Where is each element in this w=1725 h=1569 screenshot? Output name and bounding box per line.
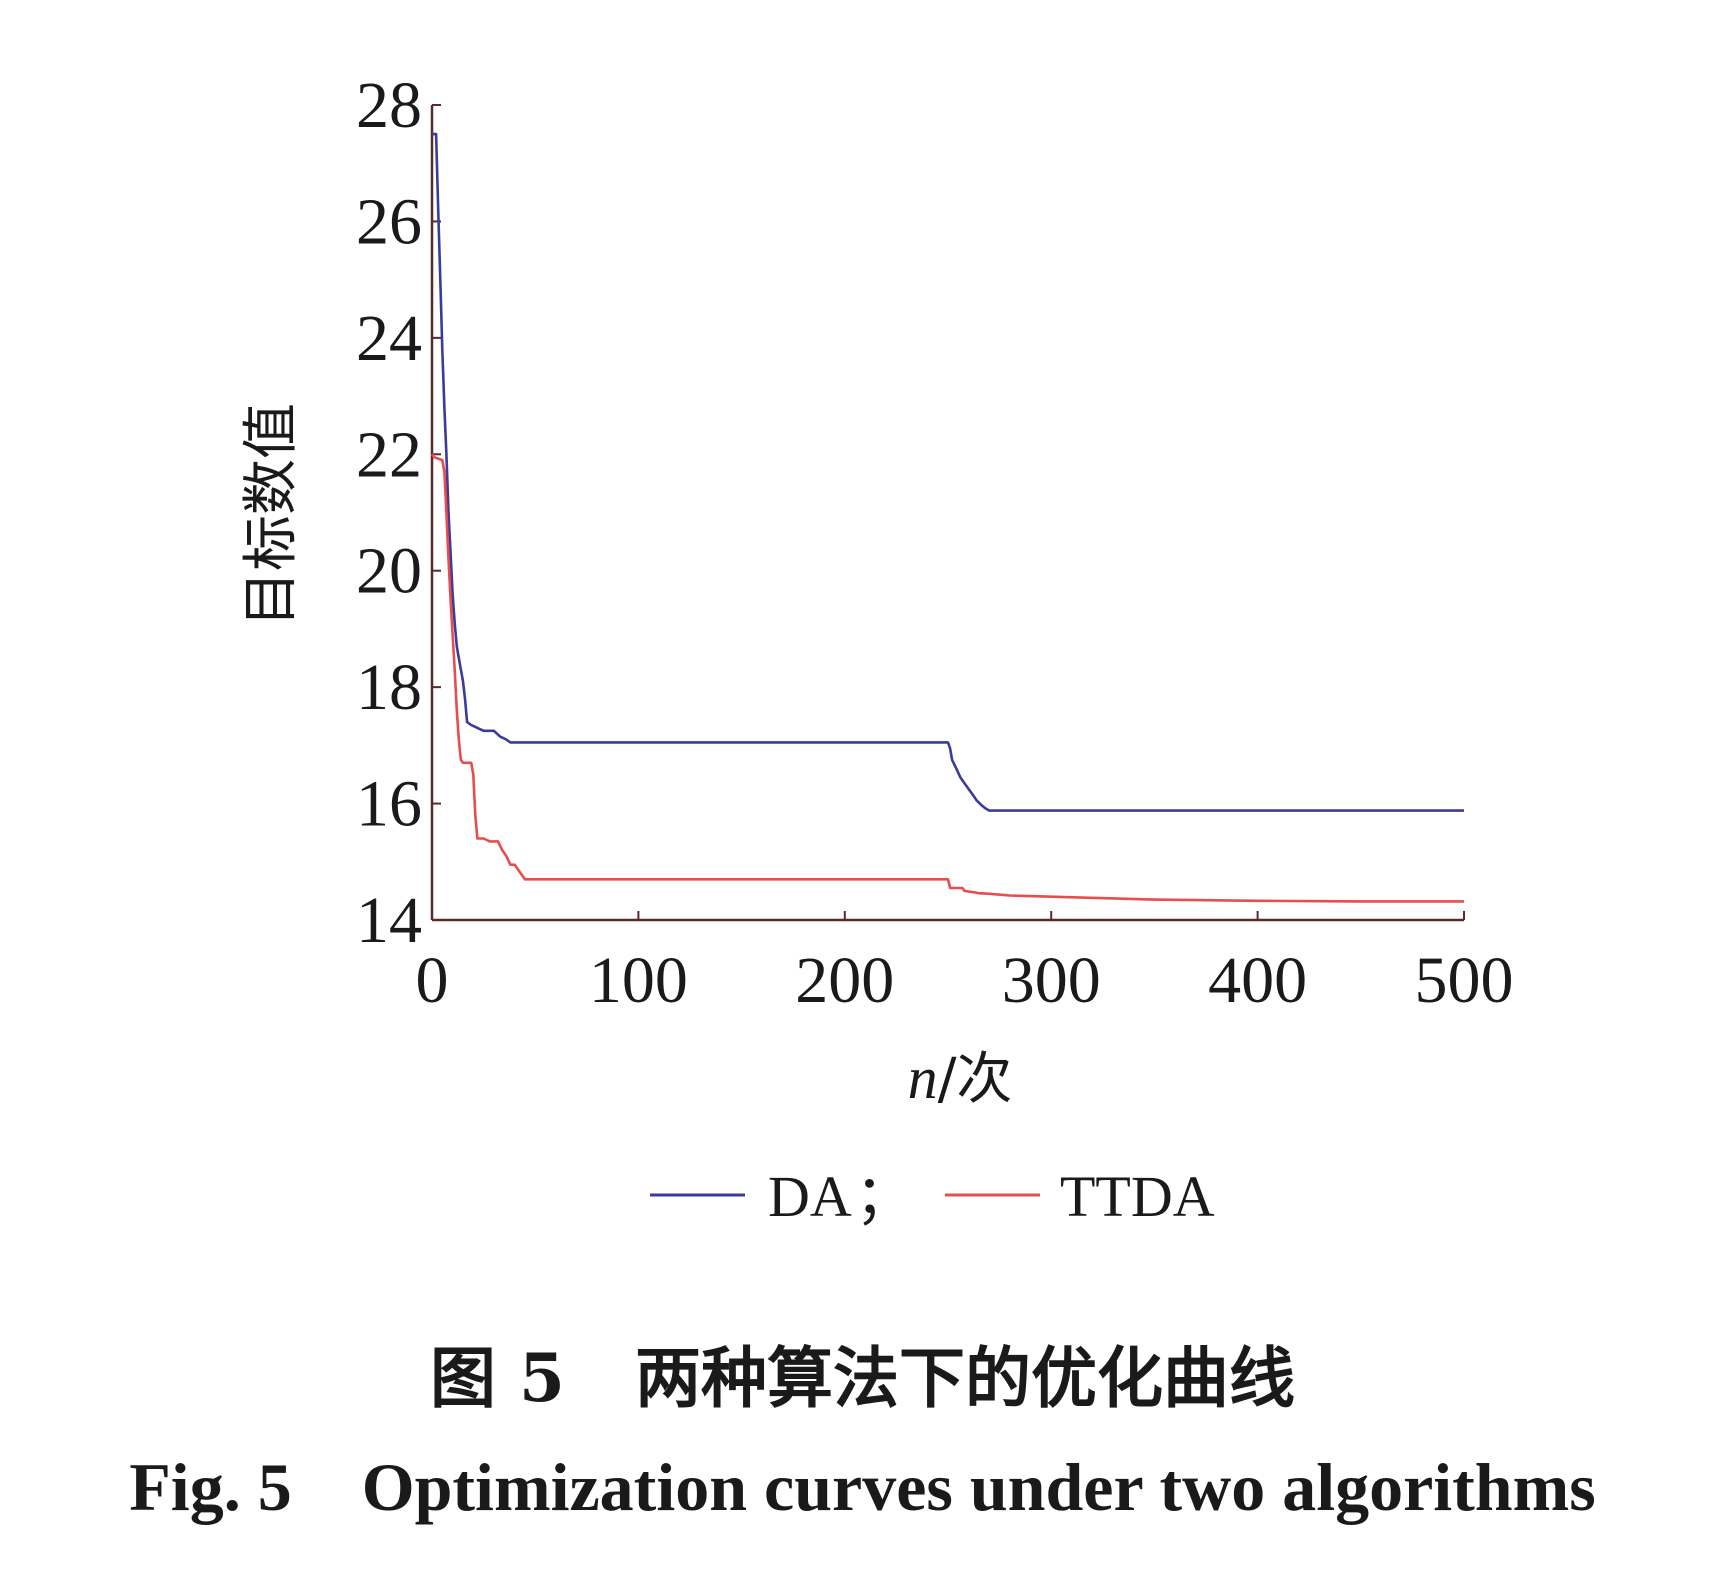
x-axis-label-variable: n — [908, 1045, 938, 1111]
legend: DA ； TTDA — [650, 1164, 1215, 1229]
x-axis-label: n/次 — [908, 1045, 1013, 1112]
y-tick-label: 16 — [356, 768, 422, 841]
caption-chinese-label: 图 5 — [430, 1339, 565, 1417]
legend-label-da: DA — [768, 1164, 852, 1229]
y-axis-label: 目标数值 — [239, 403, 304, 627]
series-line-da — [432, 132, 1464, 812]
x-tick-label: 400 — [1208, 944, 1307, 1017]
legend-separator: ； — [855, 1164, 913, 1229]
y-axis-ticks: 14 16 18 20 22 24 26 28 — [356, 69, 441, 957]
x-axis-ticks: 0 100 200 300 400 500 — [416, 911, 1514, 1017]
caption-chinese: 图 5 两种算法下的优化曲线 — [0, 1325, 1725, 1421]
series-line-ttda — [430, 453, 1464, 903]
y-tick-label: 18 — [356, 651, 422, 724]
y-tick-label: 24 — [356, 302, 422, 375]
caption-english-label: Fig. 5 — [129, 1449, 292, 1525]
series-layer — [430, 132, 1464, 903]
y-tick-label: 20 — [356, 535, 422, 608]
x-tick-label: 300 — [1002, 944, 1101, 1017]
y-tick-label: 14 — [356, 884, 422, 957]
x-tick-label: 200 — [795, 944, 894, 1017]
x-tick-label: 500 — [1415, 944, 1514, 1017]
x-tick-label: 100 — [589, 944, 688, 1017]
x-axis-label-unit: /次 — [938, 1047, 1013, 1112]
y-tick-label: 26 — [356, 185, 422, 258]
caption-english: Fig. 5 Optimization curves under two algo… — [0, 1448, 1725, 1527]
y-tick-label: 22 — [356, 418, 422, 491]
plot-frame — [430, 105, 1464, 922]
x-tick-label: 0 — [416, 944, 449, 1017]
caption-chinese-text: 两种算法下的优化曲线 — [634, 1339, 1295, 1417]
caption-english-text: Optimization curves under two algorithms — [361, 1449, 1596, 1525]
y-tick-label: 28 — [356, 69, 422, 142]
legend-label-ttda: TTDA — [1060, 1164, 1215, 1229]
